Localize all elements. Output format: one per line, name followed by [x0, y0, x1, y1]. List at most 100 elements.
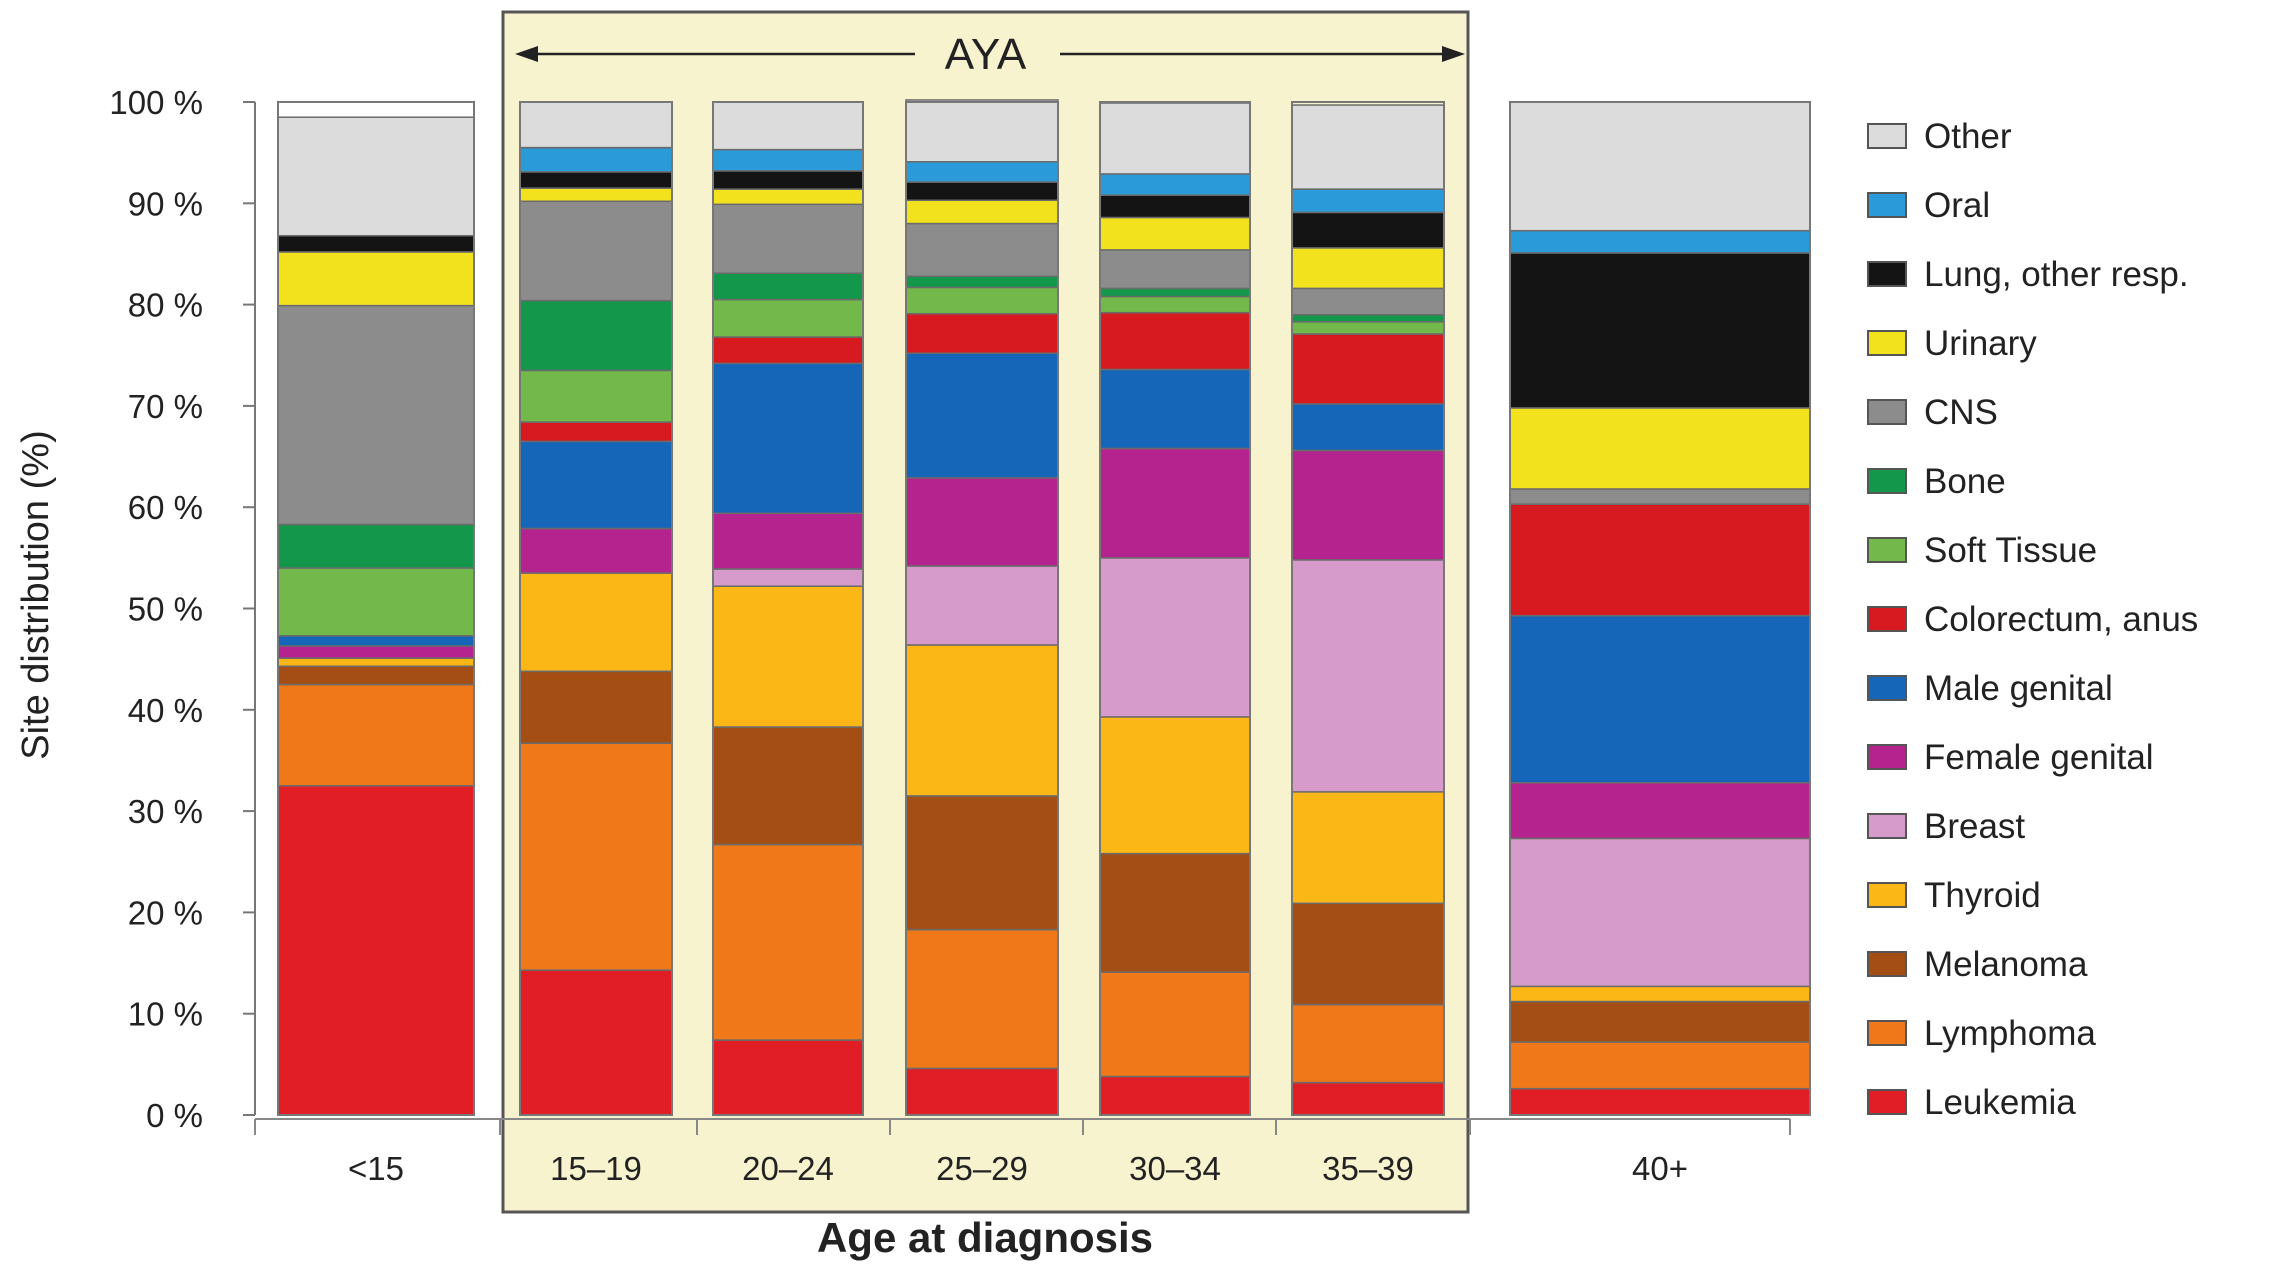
bar-segment [1099, 249, 1251, 290]
bars-group [277, 99, 1811, 1116]
bar-segment [1509, 488, 1811, 505]
legend-label: Melanoma [1924, 945, 2088, 984]
bar-segment [905, 1067, 1059, 1116]
bar-segment [905, 286, 1059, 315]
bar-segment [277, 304, 475, 526]
bar-segment [1099, 447, 1251, 559]
legend-label: Male genital [1924, 669, 2113, 708]
bar-segment [1509, 229, 1811, 254]
bar-segment [277, 657, 475, 667]
bar-segment [277, 635, 475, 647]
legend-swatch [1867, 744, 1907, 770]
bar-segment [277, 665, 475, 686]
x-axis: <15 15–19 20–24 25–29 30–34 35–39 40+ [254, 1118, 1791, 1187]
aya-arrowhead-left [515, 46, 538, 62]
bar-segment [1291, 333, 1445, 405]
bar-outline [1291, 101, 1445, 1116]
legend-swatch [1867, 192, 1907, 218]
y-tick-label: 50 % [128, 591, 203, 628]
bar-segment [1291, 313, 1445, 323]
legend-label: CNS [1924, 393, 1998, 432]
bar-segment [277, 251, 475, 307]
bar-segment [1099, 102, 1251, 175]
bar-segment [1099, 1075, 1251, 1116]
bar-outline [519, 101, 673, 1116]
legend-swatch [1867, 675, 1907, 701]
bar-segment [1099, 216, 1251, 251]
bar-segment [905, 181, 1059, 202]
bar-segment [905, 99, 1059, 163]
bar-segment [519, 146, 673, 173]
legend-label: Thyroid [1924, 876, 2041, 915]
legend-swatch [1867, 399, 1907, 425]
bar-segment [712, 203, 864, 274]
bar-segment [519, 969, 673, 1116]
aya-arrowhead-right [1442, 46, 1465, 62]
x-axis-label: Age at diagnosis [817, 1214, 1153, 1261]
bar-segment [712, 336, 864, 365]
bar-segment [519, 572, 673, 673]
legend-swatch [1867, 537, 1907, 563]
bar-segment [712, 148, 864, 172]
bar-segment [1291, 211, 1445, 249]
bar-segment [519, 670, 673, 744]
bar-outline [1509, 101, 1811, 1116]
bar-segment [1509, 252, 1811, 409]
bar-segment [905, 565, 1059, 646]
bar-segment [519, 369, 673, 423]
y-tick-label: 100 % [109, 84, 203, 121]
legend-swatch [1867, 813, 1907, 839]
bar-segment [1099, 311, 1251, 371]
y-tick-label: 40 % [128, 692, 203, 729]
legend-swatch [1867, 468, 1907, 494]
bar-segment [1291, 321, 1445, 335]
legend-label: Other [1924, 117, 2012, 156]
bar-segment [519, 187, 673, 203]
y-tick-label: 20 % [128, 894, 203, 931]
bar-segment [712, 272, 864, 301]
bar-segment [1291, 403, 1445, 452]
bar-segment [1509, 614, 1811, 784]
legend-label: Urinary [1924, 324, 2037, 363]
bar-segment [519, 200, 673, 302]
bar-segment [1291, 188, 1445, 214]
bar-segment [1291, 902, 1445, 1006]
bar-segment [519, 101, 673, 149]
legend-label: Breast [1924, 807, 2025, 846]
bar-segment [519, 171, 673, 189]
bar-segment [519, 440, 673, 530]
bar-segment [1509, 407, 1811, 490]
bar-segment [712, 512, 864, 570]
bar-segment [519, 421, 673, 443]
bar-segment [1099, 287, 1251, 298]
bar-segment [519, 299, 673, 372]
legend: Other Oral Lung, other resp. Urinary CNS Bone… [1867, 117, 2198, 1122]
legend-label: Lung, other resp. [1924, 255, 2189, 294]
bar-segment [712, 726, 864, 846]
bar-segment [905, 795, 1059, 931]
aya-bracket: AYA [515, 30, 1465, 79]
bar-segment [712, 843, 864, 1041]
legend-swatch [1867, 123, 1907, 149]
bar-segment [1099, 971, 1251, 1078]
bar-segment [1509, 985, 1811, 1003]
bar-segment [712, 585, 864, 728]
y-tick-label: 80 % [128, 287, 203, 324]
bar-segment [1099, 173, 1251, 196]
bar-outline [277, 101, 475, 1116]
y-axis: 0 % 10 % 20 % 30 % 40 % 50 % 60 % 70 % 80 % 90 % 1… [109, 84, 256, 1134]
bar-segment [277, 234, 475, 253]
bar-segment [905, 199, 1059, 225]
bar-segment [1509, 503, 1811, 617]
legend-label: Soft Tissue [1924, 531, 2097, 570]
bar-segment [1291, 1003, 1445, 1084]
bar-segment [905, 161, 1059, 183]
bar-segment [1291, 287, 1445, 316]
bar-segment [1291, 559, 1445, 793]
legend-label: Colorectum, anus [1924, 600, 2198, 639]
x-tick-label: <15 [348, 1150, 404, 1187]
bar-segment [905, 928, 1059, 1070]
bar-segment [1291, 1081, 1445, 1116]
bar-segment [1509, 101, 1811, 232]
